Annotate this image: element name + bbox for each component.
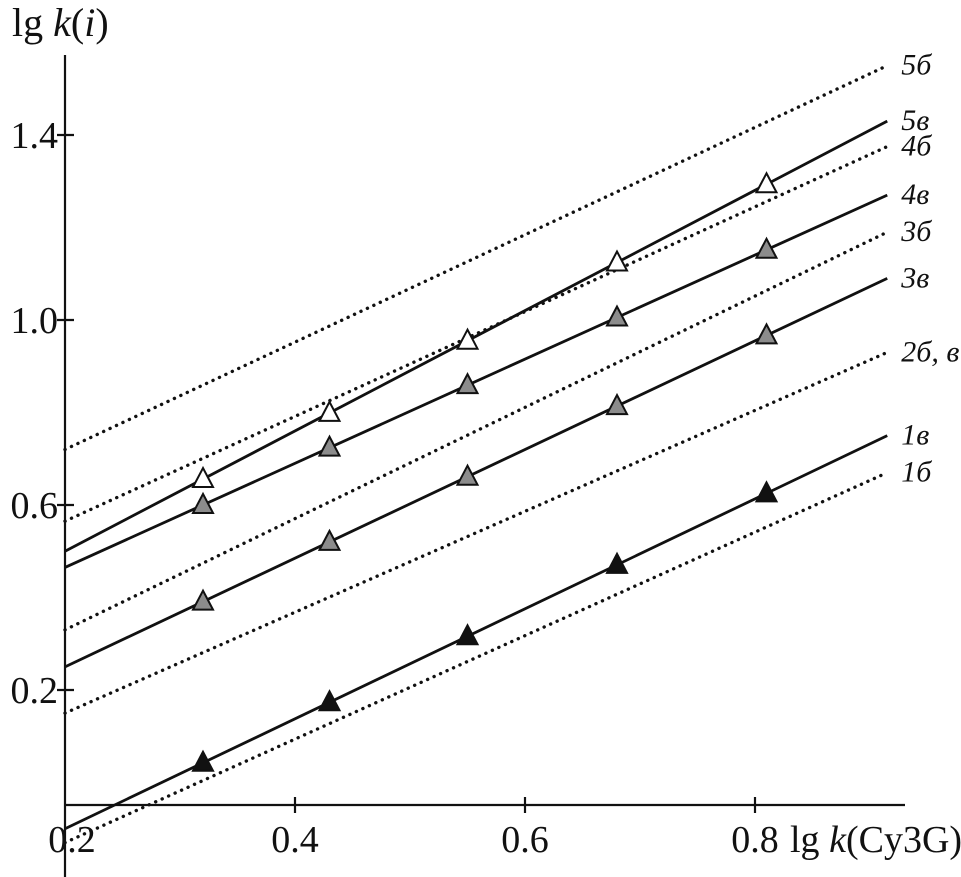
marker-triangle xyxy=(605,304,629,327)
y-tick-label: 0.6 xyxy=(11,485,59,527)
y-tick-label: 1.0 xyxy=(11,300,59,342)
marker-triangle xyxy=(605,249,629,272)
marker-triangle xyxy=(754,171,779,194)
series-line-dotted xyxy=(63,144,889,523)
marker-triangle xyxy=(191,491,215,514)
series-label: 4в xyxy=(901,178,929,211)
series-label: 1в xyxy=(901,419,929,452)
series-line-dotted xyxy=(63,470,889,845)
marker-triangle xyxy=(455,327,480,350)
marker-triangle xyxy=(754,480,779,503)
y-tick-label: 1.4 xyxy=(11,115,59,157)
marker-triangle xyxy=(191,465,215,489)
marker-triangle xyxy=(455,463,480,486)
series-label: 5б xyxy=(901,49,932,82)
series-label: 3б xyxy=(900,215,932,248)
series-label: 4б xyxy=(901,130,932,163)
marker-triangle xyxy=(317,399,342,422)
x-tick-label: 0.8 xyxy=(731,819,779,861)
marker-triangle xyxy=(605,551,629,574)
marker-triangle xyxy=(605,392,629,416)
series-line-dotted xyxy=(63,63,889,452)
series-label: 3в xyxy=(900,261,929,294)
marker-triangle xyxy=(317,528,342,551)
marker-triangle xyxy=(754,322,779,345)
series-label: 2б, в xyxy=(901,335,959,368)
marker-triangle xyxy=(455,372,480,395)
x-tick-label: 0.4 xyxy=(271,819,319,861)
marker-triangle xyxy=(191,588,215,611)
marker-triangle xyxy=(191,749,215,772)
marker-triangle xyxy=(317,689,342,712)
series-line-dotted xyxy=(63,350,889,715)
series-label: 1б xyxy=(901,456,932,489)
marker-triangle xyxy=(455,623,480,646)
marker-triangle xyxy=(754,236,779,259)
series-label: 5в xyxy=(901,104,929,137)
x-tick-label: 0.6 xyxy=(501,819,549,861)
y-tick-label: 0.2 xyxy=(11,670,59,712)
marker-triangle xyxy=(317,434,342,457)
series-line-dotted xyxy=(63,230,889,632)
x-axis-title: lg k(Cy3G) xyxy=(790,819,961,861)
y-axis-title: lg k(i) xyxy=(12,0,109,45)
